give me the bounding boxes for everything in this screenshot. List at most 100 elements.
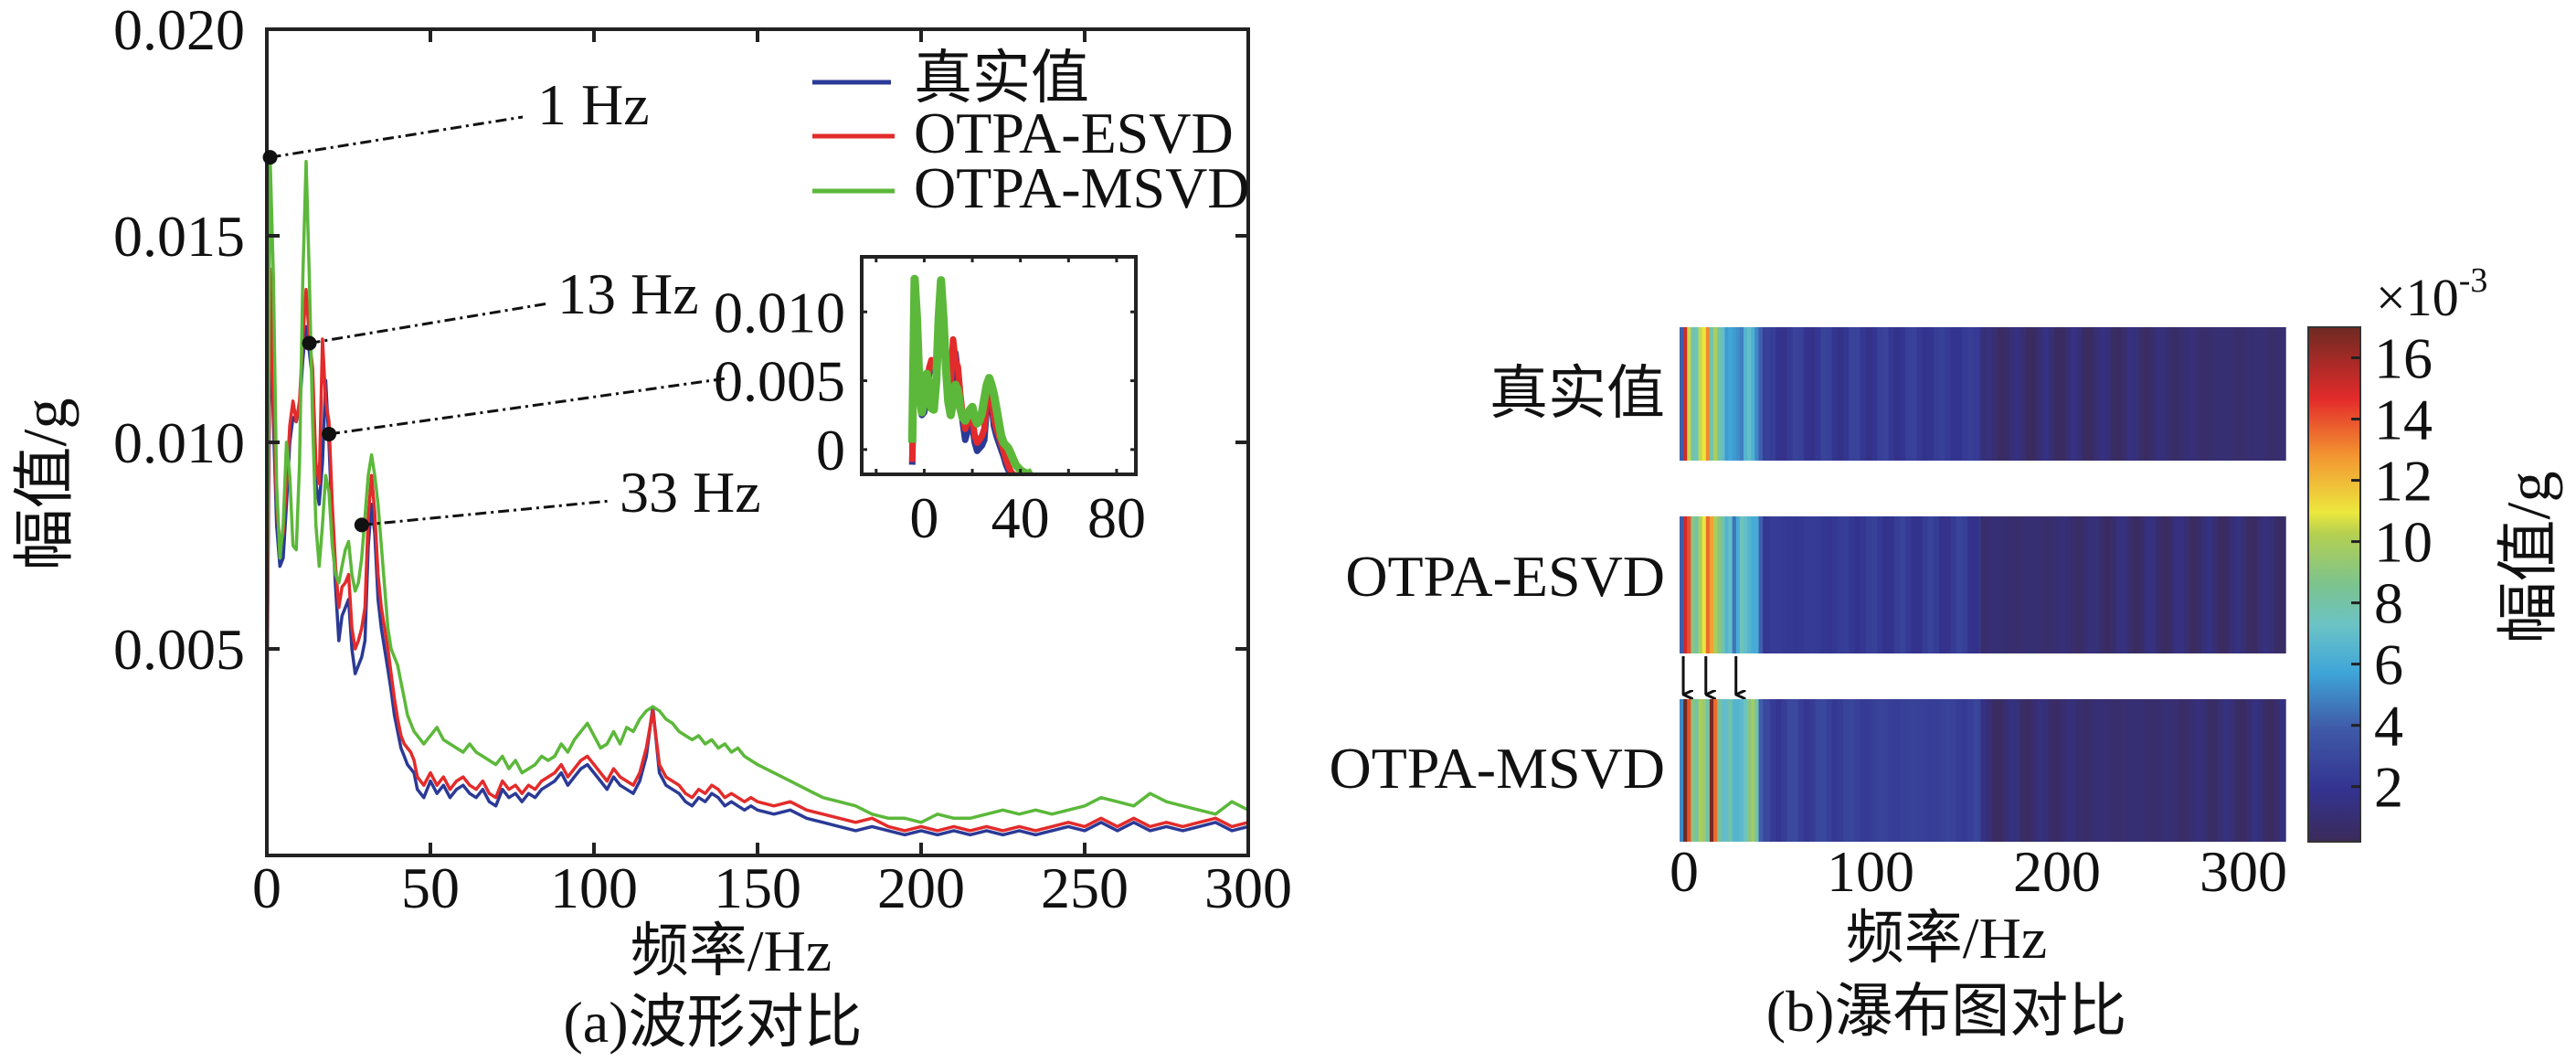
heatmap-cell (1724, 516, 1730, 653)
heatmap-cell (1939, 516, 1945, 653)
heatmap-cell (2252, 516, 2258, 653)
heatmap-cell (1916, 516, 1924, 653)
heatmap-cell (1691, 699, 1696, 842)
annotation-dot (262, 150, 278, 165)
x-tick-label: 0 (252, 855, 281, 920)
heatmap-cell (1698, 516, 1703, 653)
heatmap-cell (1831, 699, 1839, 842)
heatmap-cell (1769, 327, 1776, 461)
heatmap-cell (2009, 516, 2016, 653)
heatmap-cell (1893, 516, 1901, 653)
heatmap-cell (2053, 699, 2061, 842)
heatmap-cell (1865, 516, 1872, 653)
colorbar-label: 幅值/g (2494, 472, 2563, 644)
heatmap-cell (1747, 516, 1752, 653)
heatmap-cell (1809, 699, 1816, 842)
heatmap-cell (2094, 516, 2100, 653)
inset-y-tick-label: 0 (816, 418, 845, 483)
heatmap-cell (1747, 699, 1752, 842)
heatmap-cell (1888, 699, 1895, 842)
heatmap-cell (1698, 327, 1703, 461)
heatmap-cell (2178, 327, 2185, 461)
waterfall-heatmap: 真实值 OTPA-ESVD OTPA-MSVD 0 100 200 300 24681… (1330, 261, 2564, 1044)
heatmap-cell (1705, 516, 1711, 653)
heatmap-cell (1826, 516, 1833, 653)
heatmap-cell (2178, 699, 2185, 842)
heatmap-cell (1694, 516, 1700, 653)
heatmap-cell (1961, 699, 1968, 842)
heatmap-cell (1967, 516, 1974, 653)
heatmap-cell (1786, 516, 1794, 653)
row-label-msvd: OTPA-MSVD (1330, 736, 1666, 801)
heatmap-x-tick-label: 300 (2200, 839, 2287, 904)
heatmap-cell (1871, 699, 1878, 842)
heatmap-cell (1786, 327, 1794, 461)
heatmap-cell (2245, 327, 2253, 461)
heatmap-cell (2195, 327, 2202, 461)
heatmap-cell (1744, 327, 1748, 461)
x-tick-label: 150 (714, 855, 801, 920)
heatmap-cell (1776, 699, 1782, 842)
heatmap-cell (1980, 327, 1988, 461)
heatmap-cell (1950, 327, 1957, 461)
caption-a: (a)波形对比 (563, 990, 862, 1055)
heatmap-cell (1728, 516, 1733, 653)
heatmap-x-axis-label: 频率/Hz (1846, 906, 2047, 971)
heatmap-cell (1882, 516, 1890, 653)
heatmap-cell (1899, 516, 1906, 653)
x-tick-label: 100 (550, 855, 638, 920)
heatmap-cell (2031, 516, 2038, 653)
heatmap-cell (1792, 327, 1799, 461)
heatmap-cell (1837, 327, 1844, 461)
colorbar-exponent: ×10-3 (2376, 261, 2487, 327)
heatmap-cell (2178, 516, 2185, 653)
heatmap-cell (1820, 516, 1828, 653)
heatmap-cell (1991, 327, 1998, 461)
heatmap-cell (2042, 516, 2050, 653)
heatmap-cell (2009, 327, 2016, 461)
heatmap-cell (1776, 516, 1782, 653)
heatmap-cell (1687, 699, 1691, 842)
series-line-0 (267, 316, 1248, 837)
heatmap-cell (2172, 327, 2179, 461)
heatmap-cell (2003, 516, 2009, 653)
heatmap-cell (1758, 516, 1764, 653)
heatmap-cell (2094, 699, 2100, 842)
heatmap-cell (1680, 699, 1684, 842)
heatmap-cell (2065, 327, 2072, 461)
heatmap-cell (2229, 699, 2236, 842)
heatmap-cell (2268, 516, 2275, 653)
heatmap-row-0 (1680, 327, 2286, 461)
heatmap-cell (1792, 516, 1799, 653)
heatmap-cell (1956, 699, 1963, 842)
heatmap-cell (1899, 327, 1906, 461)
heatmap-cell (1709, 699, 1714, 842)
heatmap-cell (1849, 699, 1856, 842)
heatmap-cell (2104, 699, 2112, 842)
heatmap-cell (1709, 327, 1714, 461)
heatmap-cell (1735, 516, 1741, 653)
heatmap-cell (2200, 327, 2208, 461)
heatmap-cell (2065, 516, 2072, 653)
heatmap-cell (1986, 516, 1993, 653)
heatmap-cell (1809, 516, 1816, 653)
heatmap-cell (2099, 327, 2106, 461)
heatmap-cell (1877, 516, 1884, 653)
heatmap-cell (1713, 516, 1718, 653)
heatmap-cell (1754, 699, 1760, 842)
heatmap-cell (2087, 327, 2094, 461)
heatmap-cell (1781, 327, 1787, 461)
heatmap-cell (2003, 327, 2009, 461)
heatmap-cell (1820, 327, 1828, 461)
heatmap-cell (2025, 699, 2032, 842)
heatmap-cell (1843, 327, 1850, 461)
heatmap-cell (2094, 327, 2100, 461)
heatmap-cell (1694, 699, 1700, 842)
heatmap-cell (2240, 327, 2247, 461)
caption-b: (b)瀑布图对比 (1766, 979, 2127, 1044)
heatmap-cell (2133, 516, 2140, 653)
heatmap-cell (2110, 327, 2117, 461)
